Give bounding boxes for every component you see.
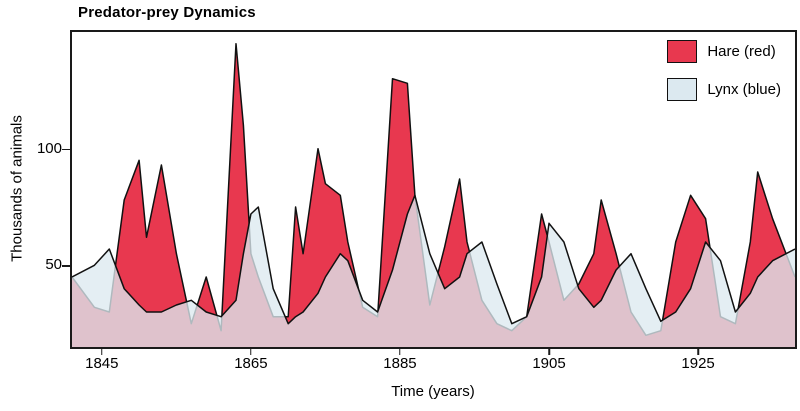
lynx-line [72,194,795,325]
legend-item-lynx: Lynx (blue) [667,78,781,101]
hare-legend-label: Hare (red) [707,43,776,60]
x-tick-mark [697,349,699,355]
y-tick-label: 50 [45,256,62,274]
x-tick-label: 1885 [383,355,417,372]
legend-item-hare: Hare (red) [667,40,781,63]
plot-area: Hare (red) Lynx (blue) [70,30,797,349]
y-tick-label: 100 [36,139,62,157]
lynx-legend-label: Lynx (blue) [707,81,781,98]
y-axis-label: Thousands of animals [8,115,26,262]
x-tick-mark [101,349,103,355]
x-tick-mark [548,349,550,355]
x-tick-mark [399,349,401,355]
legend: Hare (red) Lynx (blue) [667,40,781,116]
x-tick-label: 1905 [532,355,566,372]
y-tick-mark [62,265,70,267]
chart-title: Predator-prey Dynamics [78,4,256,21]
x-tick-label: 1865 [234,355,268,372]
x-tick-label: 1925 [681,355,715,372]
x-tick-mark [250,349,252,355]
lynx-swatch-icon [667,78,698,101]
y-tick-mark [62,148,70,151]
x-axis-label: Time (years) [391,383,475,400]
hare-swatch-icon [667,40,698,63]
lynx-area [72,195,795,347]
x-tick-label: 1845 [85,355,119,372]
plot-svg [72,42,795,347]
